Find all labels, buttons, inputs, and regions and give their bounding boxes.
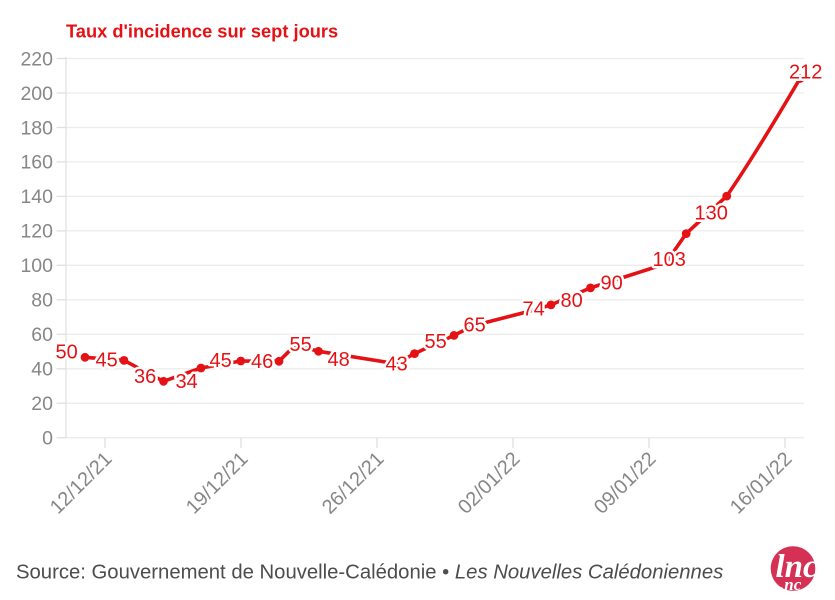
svg-text:45: 45	[210, 350, 232, 372]
svg-text:.nc: .nc	[780, 575, 802, 594]
svg-text:20: 20	[31, 393, 53, 415]
svg-text:212: 212	[789, 62, 822, 84]
svg-text:45: 45	[96, 350, 118, 372]
svg-text:36: 36	[134, 366, 156, 388]
svg-text:74: 74	[523, 299, 545, 321]
svg-text:180: 180	[20, 117, 53, 139]
svg-text:120: 120	[20, 221, 53, 243]
svg-text:130: 130	[695, 203, 728, 225]
svg-text:100: 100	[20, 255, 53, 277]
svg-text:50: 50	[56, 342, 78, 364]
svg-text:103: 103	[653, 249, 686, 271]
svg-text:90: 90	[601, 273, 623, 295]
svg-text:43: 43	[386, 354, 408, 376]
svg-text:55: 55	[425, 331, 447, 353]
svg-text:200: 200	[20, 83, 53, 105]
svg-text:Source: Gouvernement de Nouvel: Source: Gouvernement de Nouvelle-Calédon…	[16, 562, 723, 584]
svg-text:Taux d'incidence sur sept jour: Taux d'incidence sur sept jours	[66, 20, 338, 41]
svg-text:80: 80	[561, 290, 583, 312]
svg-text:160: 160	[20, 152, 53, 174]
svg-text:65: 65	[464, 315, 486, 337]
svg-text:0: 0	[42, 428, 53, 450]
svg-text:80: 80	[31, 290, 53, 312]
svg-text:40: 40	[31, 359, 53, 381]
svg-text:34: 34	[176, 371, 198, 393]
svg-text:lnc: lnc	[776, 549, 819, 585]
svg-text:220: 220	[20, 48, 53, 70]
svg-text:60: 60	[31, 324, 53, 346]
svg-text:48: 48	[328, 349, 350, 371]
svg-text:46: 46	[251, 351, 273, 373]
svg-text:55: 55	[290, 334, 312, 356]
svg-text:140: 140	[20, 186, 53, 208]
